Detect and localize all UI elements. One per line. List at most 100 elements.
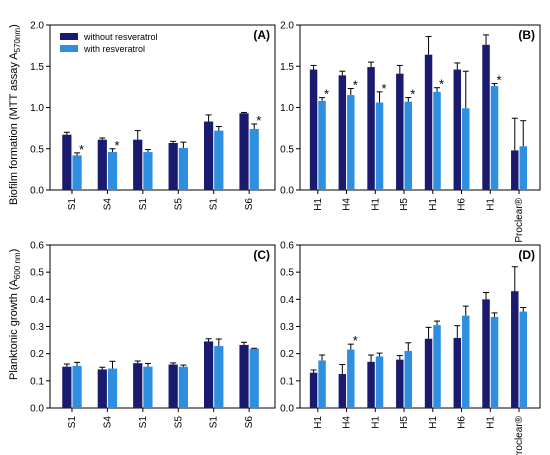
bar-without-resveratrol: [424, 338, 433, 408]
bar-without-resveratrol: [424, 54, 433, 191]
panel-d: 0.0 0.1 0.2 0.3 0.4 0.5 0.6 H1 * H4 H1 H5 H1 H6 H1 Proc…: [280, 241, 541, 455]
bar-with-resveratrol: [107, 152, 118, 190]
bar-with-resveratrol: [404, 101, 413, 190]
y-axis-title-bottom: Planktonic growth (A600 nm): [8, 249, 22, 380]
y-tick-label: 0.5: [280, 268, 294, 279]
y-axis-title-bottom-main: Planktonic growth (A: [8, 278, 20, 380]
bar-with-resveratrol: [462, 315, 470, 408]
legend: without resveratrol with resveratrol: [60, 32, 158, 54]
y-tick-label: 0.5: [30, 268, 44, 279]
x-tick-label: S4: [102, 198, 113, 211]
bar-with-resveratrol: [178, 147, 188, 190]
bar-without-resveratrol: [239, 113, 249, 190]
y-tick-label: 2.0: [30, 21, 44, 32]
bar-without-resveratrol: [97, 369, 107, 408]
bar-without-resveratrol: [168, 364, 178, 408]
bar-without-resveratrol: [309, 372, 318, 408]
bar-with-resveratrol: [433, 91, 441, 190]
y-axis-title-top-main: Biofilm formation (MTT assay A: [8, 52, 20, 205]
y-tick-label: 0.0: [280, 404, 294, 415]
bar-without-resveratrol: [453, 69, 462, 190]
x-tick-label: H1: [428, 416, 439, 429]
y-tick-label: 0.1: [280, 376, 294, 387]
x-tick-label: H1: [485, 198, 496, 211]
bar-with-resveratrol: [519, 146, 527, 190]
x-tick-label: H1: [313, 416, 324, 429]
bar-without-resveratrol: [62, 134, 72, 190]
significance-star: *: [439, 77, 444, 92]
y-tick-label: 2.0: [280, 21, 294, 32]
y-tick-label: 0.0: [30, 404, 44, 415]
bar-with-resveratrol: [143, 366, 153, 408]
legend-swatch-without: [60, 33, 78, 40]
y-tick-label: 0.4: [30, 295, 44, 306]
x-tick-label: H1: [313, 198, 324, 211]
y-tick-label: 1.5: [280, 62, 294, 73]
x-tick-label: H4: [342, 198, 353, 211]
bar-with-resveratrol: [107, 368, 118, 408]
y-tick-label: 0.2: [30, 349, 44, 360]
plot-frame: [299, 24, 541, 191]
bar-without-resveratrol: [338, 75, 347, 190]
bar-with-resveratrol: [519, 311, 527, 408]
significance-star: *: [353, 78, 358, 93]
panel-letter: (B): [518, 28, 535, 42]
panel-letter: (A): [253, 28, 270, 42]
bar-with-resveratrol: [143, 152, 153, 190]
bar-without-resveratrol: [511, 150, 519, 190]
y-tick-label: 0.3: [280, 322, 294, 333]
x-tick-label: S5: [173, 198, 184, 211]
bar-without-resveratrol: [396, 73, 404, 190]
bar-without-resveratrol: [396, 359, 404, 408]
significance-star: *: [256, 113, 261, 128]
significance-star: *: [79, 142, 84, 157]
panel-b: 0.0 0.5 1.0 1.5 2.0 * H1 * H4 * H1 * H5 * H1 H6 * H1 Procl…: [280, 21, 541, 243]
y-tick-label: 0.6: [280, 241, 294, 252]
x-tick-label: S6: [244, 416, 255, 429]
x-tick-label: H5: [399, 416, 410, 429]
bar-without-resveratrol: [97, 139, 107, 190]
significance-star: *: [382, 81, 387, 96]
bar-with-resveratrol: [404, 350, 413, 408]
y-tick-label: 0.0: [280, 186, 294, 197]
x-tick-label: S5: [173, 416, 184, 429]
bar-without-resveratrol: [168, 142, 178, 190]
x-tick-label: S1: [67, 416, 78, 429]
x-tick-label: H5: [399, 198, 410, 211]
significance-star: *: [353, 333, 358, 348]
bar-without-resveratrol: [239, 344, 249, 408]
bar-with-resveratrol: [178, 366, 188, 408]
bar-without-resveratrol: [309, 69, 318, 190]
x-tick-label: S1: [209, 416, 220, 429]
y-tick-label: 0.5: [280, 144, 294, 155]
x-tick-label: H4: [342, 416, 353, 429]
x-tick-label: S1: [138, 198, 149, 211]
bar-without-resveratrol: [62, 366, 72, 408]
bar-with-resveratrol: [249, 348, 259, 408]
bar-with-resveratrol: [72, 365, 82, 408]
x-tick-label: S6: [244, 198, 255, 211]
bar-with-resveratrol: [72, 155, 82, 190]
x-tick-label: H1: [370, 416, 381, 429]
y-tick-label: 0.3: [30, 322, 44, 333]
x-tick-label: H1: [370, 198, 381, 211]
bar-without-resveratrol: [511, 291, 519, 408]
bar-with-resveratrol: [375, 102, 384, 190]
bar-without-resveratrol: [367, 67, 375, 190]
y-tick-label: 1.0: [30, 103, 44, 114]
y-tick-label: 0.2: [280, 349, 294, 360]
panel-letter: (D): [518, 248, 535, 262]
bar-without-resveratrol: [453, 337, 462, 408]
x-tick-label: S1: [67, 198, 78, 211]
bar-without-resveratrol: [482, 299, 490, 408]
plot-frame: [299, 244, 541, 409]
y-tick-label: 0.6: [30, 241, 44, 252]
bar-without-resveratrol: [338, 374, 347, 408]
y-tick-label: 0.5: [30, 144, 44, 155]
x-tick-label: S1: [138, 416, 149, 429]
y-axis-title-top-sub: 570nm: [13, 28, 22, 53]
x-tick-label: Proclear®: [514, 415, 525, 455]
bar-with-resveratrol: [490, 316, 499, 408]
y-axis-title-bottom-sub: 600 nm: [13, 252, 22, 279]
